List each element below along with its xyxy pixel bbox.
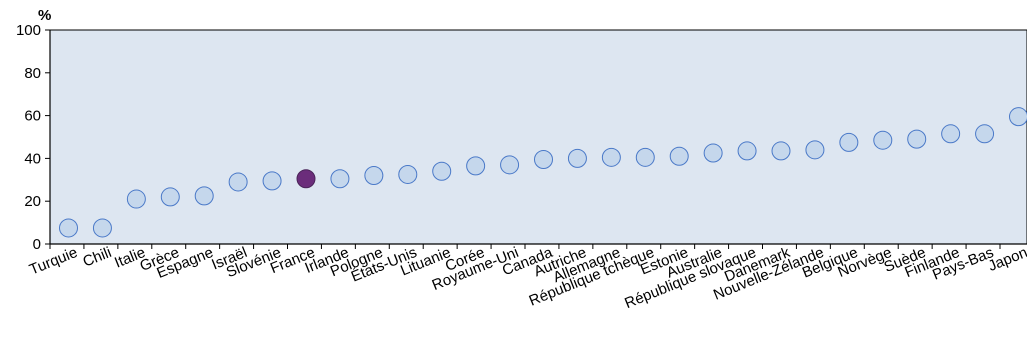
data-point <box>703 143 723 163</box>
data-point <box>567 148 587 168</box>
data-point <box>330 169 350 189</box>
data-point <box>1009 107 1027 127</box>
y-tick-label: 100 <box>16 22 41 39</box>
y-tick-label: 20 <box>24 193 41 210</box>
y-tick-label: 0 <box>33 236 41 253</box>
data-point <box>839 132 859 152</box>
data-point <box>771 141 791 161</box>
data-point <box>59 218 78 238</box>
data-point <box>873 130 893 150</box>
x-tick-label: Japon <box>986 244 1027 275</box>
y-axis-unit-label: % <box>38 7 51 24</box>
y-ticks: 0 20 40 60 80 100 <box>16 22 50 253</box>
data-point <box>635 147 655 167</box>
data-point <box>432 161 452 181</box>
data-point <box>907 129 927 149</box>
data-point <box>975 124 995 144</box>
data-point <box>500 155 520 175</box>
data-points <box>59 107 1027 238</box>
data-point <box>805 140 825 160</box>
data-point <box>601 147 621 167</box>
y-tick-label: 40 <box>24 150 41 167</box>
data-point <box>160 187 180 207</box>
data-point <box>364 166 384 186</box>
data-point <box>194 186 214 206</box>
data-point <box>228 172 248 192</box>
x-ticks: Turquie ChiliItalieGrèceEspagneIsraëlSlov… <box>27 244 1027 312</box>
x-tick-label: Chili <box>80 244 113 271</box>
y-tick-label: 60 <box>24 108 41 125</box>
data-point <box>92 218 112 238</box>
data-point <box>262 171 282 191</box>
data-point <box>737 141 757 161</box>
y-tick-label: 80 <box>24 65 41 82</box>
data-point <box>466 156 486 176</box>
data-point-highlighted <box>296 169 316 189</box>
data-point <box>126 189 146 209</box>
data-point <box>398 164 418 184</box>
data-point <box>669 146 689 166</box>
data-point <box>534 149 553 169</box>
data-point <box>941 124 961 144</box>
plot-area <box>49 29 1027 245</box>
